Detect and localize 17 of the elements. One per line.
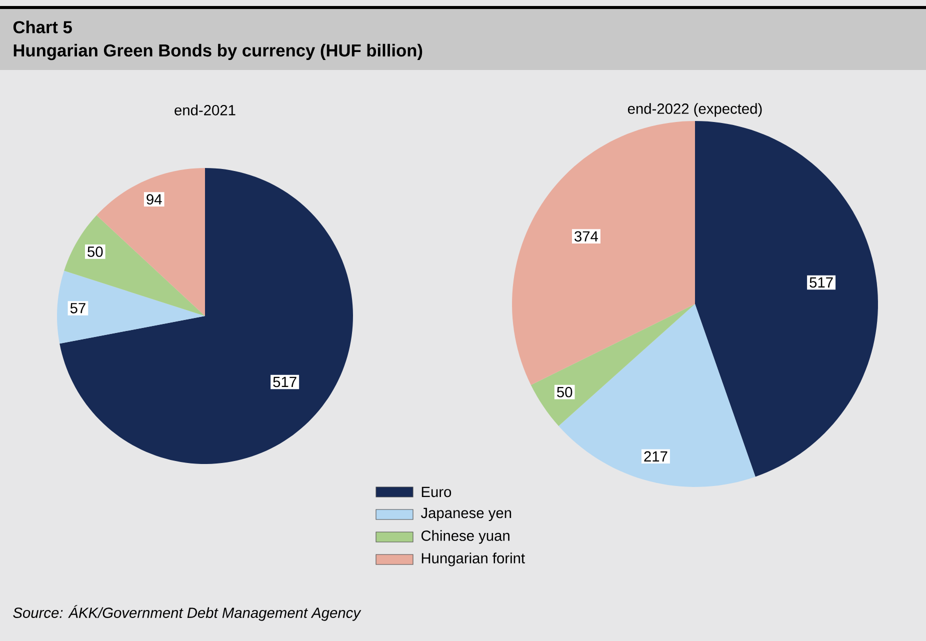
data-label: 374 bbox=[574, 231, 598, 242]
legend-label: Euro bbox=[422, 486, 452, 498]
data-label: 57 bbox=[70, 303, 86, 314]
data-label: 217 bbox=[644, 451, 668, 462]
source-note: Source: ÁKK/Government Debt Management Agency bbox=[13, 605, 362, 621]
data-label: 94 bbox=[146, 194, 162, 205]
legend-label: Japanese yen bbox=[420, 508, 512, 522]
data-label: 517 bbox=[810, 277, 833, 288]
data-label: 50 bbox=[88, 246, 103, 257]
legend-label: Hungarian forint bbox=[422, 552, 525, 566]
chart-title: end-2021 bbox=[174, 104, 236, 116]
legend-label: Chinese yuan bbox=[421, 530, 510, 544]
data-label: 50 bbox=[557, 386, 572, 398]
caption: Chart 5 bbox=[13, 20, 72, 34]
text: Hungarian Green Bonds by currency (HUF billion) bbox=[14, 44, 422, 60]
data-label: 517 bbox=[273, 376, 296, 388]
chart-title: end-2022 (expected) bbox=[628, 103, 762, 117]
